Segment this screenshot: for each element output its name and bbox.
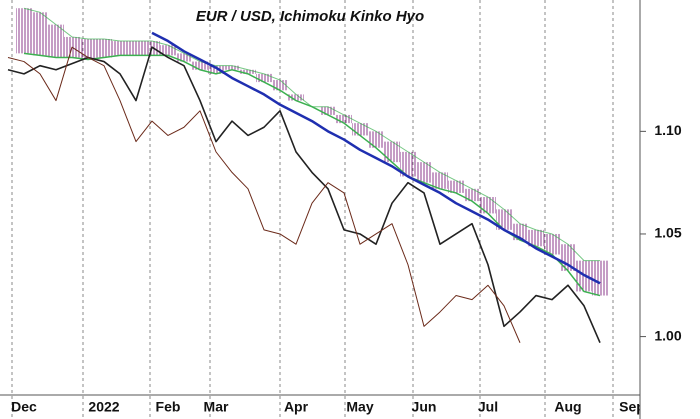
cloud-band	[48, 24, 64, 58]
y-tick-label: 1.10	[654, 122, 681, 138]
cloud-band	[448, 180, 464, 193]
cloud-band	[176, 53, 192, 62]
series-line	[7, 46, 601, 344]
cloud-band	[160, 45, 176, 56]
x-tick-label: Jul	[478, 399, 498, 415]
cloud-band	[400, 151, 416, 177]
cloud-band	[432, 172, 448, 189]
cloud-band	[336, 114, 352, 124]
cloud-band	[208, 65, 224, 74]
cloud-band	[16, 8, 32, 54]
x-tick-label: Feb	[156, 399, 181, 415]
series-line	[151, 31, 601, 285]
y-tick-label: 1.00	[654, 327, 681, 343]
cloud-band	[240, 69, 256, 74]
cloud-band	[416, 162, 432, 183]
cloud-band	[32, 12, 48, 56]
cloud-band	[464, 188, 480, 202]
cloud-band	[96, 38, 112, 58]
cloud-band	[112, 41, 128, 56]
cloud-band	[384, 141, 400, 163]
cloud-band	[272, 80, 288, 91]
month-grid	[11, 0, 614, 419]
cloud-band	[560, 244, 576, 271]
cloud-band	[592, 260, 608, 296]
x-tick-label: Apr	[284, 399, 309, 415]
cloud-band	[80, 38, 96, 60]
cloud-band	[256, 73, 272, 83]
cloud-band	[192, 61, 208, 70]
cloud-band	[544, 233, 560, 255]
cloud-band	[320, 106, 336, 115]
cloud-band	[368, 131, 384, 148]
cloud-band	[288, 94, 304, 101]
cloud-band	[480, 197, 496, 214]
chart-title: EUR / USD, Ichimoku Kinko Hyo	[196, 8, 424, 25]
x-tick-label: Sep	[619, 399, 645, 415]
cloud-band	[352, 123, 368, 136]
x-tick-label: May	[346, 399, 373, 415]
y-tick-label: 1.05	[654, 225, 681, 241]
series-line	[7, 46, 521, 343]
cloud-band	[224, 65, 240, 70]
plot: Dec 2022 Feb Mar Apr May Jun Jul Aug Sep	[7, 7, 645, 415]
x-tick-label: Dec	[11, 399, 37, 415]
x-tick-label: Jun	[412, 399, 437, 415]
cloud-band	[128, 41, 144, 56]
x-tick-label: 2022	[88, 399, 119, 415]
x-tick-label: Mar	[204, 399, 229, 415]
x-tick-label: Aug	[554, 399, 581, 415]
cloud-band	[528, 229, 544, 247]
